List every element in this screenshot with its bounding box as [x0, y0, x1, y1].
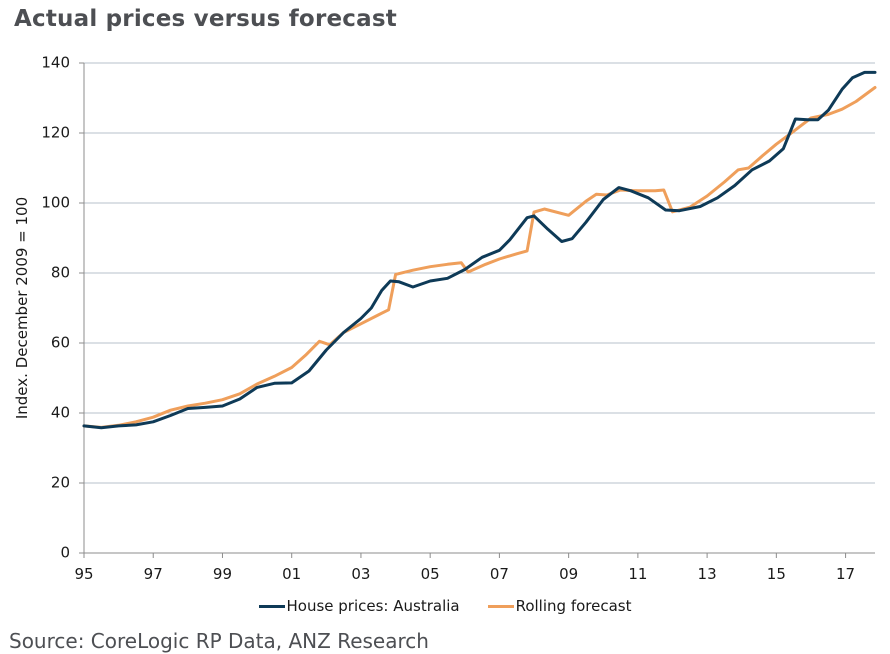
y-tick-label-80: 80 — [51, 264, 70, 282]
x-tick-label-03: 03 — [351, 565, 370, 583]
y-tick-label-40: 40 — [51, 404, 70, 422]
x-tick-label-11: 11 — [628, 565, 647, 583]
x-tick-label-07: 07 — [490, 565, 509, 583]
x-tick-label-13: 13 — [698, 565, 717, 583]
chart-title: Actual prices versus forecast — [14, 6, 397, 32]
legend-label-rolling-forecast: Rolling forecast — [515, 597, 632, 615]
legend: House prices: Australia Rolling forecast — [0, 597, 890, 615]
y-tick-label-0: 0 — [60, 544, 70, 562]
x-tick-label-05: 05 — [421, 565, 440, 583]
gridlines — [84, 62, 875, 484]
y-axis-label: Index. December 2009 = 100 — [13, 197, 31, 419]
tick-labels: 0 20 40 60 80 100 120 140 95 97 99 01 03 05 07 09 11 13 15… — [41, 54, 855, 584]
legend-swatch-house-prices — [258, 604, 285, 608]
x-tick-label-99: 99 — [213, 565, 232, 583]
legend-item-rolling-forecast: Rolling forecast — [487, 597, 632, 615]
y-tick-label-60: 60 — [51, 334, 70, 352]
x-tick-label-01: 01 — [282, 565, 301, 583]
source-note: Source: CoreLogic RP Data, ANZ Research — [9, 629, 429, 653]
x-tick-label-15: 15 — [767, 565, 786, 583]
y-tick-label-100: 100 — [41, 194, 70, 212]
y-tick-label-20: 20 — [51, 474, 70, 492]
axes — [79, 62, 875, 558]
y-tick-label-140: 140 — [41, 54, 70, 72]
legend-swatch-rolling-forecast — [487, 604, 514, 608]
x-tick-label-17: 17 — [836, 565, 855, 583]
series-line-rolling-forecast — [82, 86, 877, 429]
series-line-house-prices-australia — [82, 70, 877, 430]
series-lines — [82, 70, 877, 430]
y-tick-label-120: 120 — [41, 124, 70, 142]
x-tick-label-97: 97 — [144, 565, 163, 583]
x-tick-label-09: 09 — [559, 565, 578, 583]
legend-item-house-prices: House prices: Australia — [258, 597, 460, 615]
legend-label-house-prices: House prices: Australia — [286, 597, 460, 615]
x-tick-label-95: 95 — [74, 565, 93, 583]
